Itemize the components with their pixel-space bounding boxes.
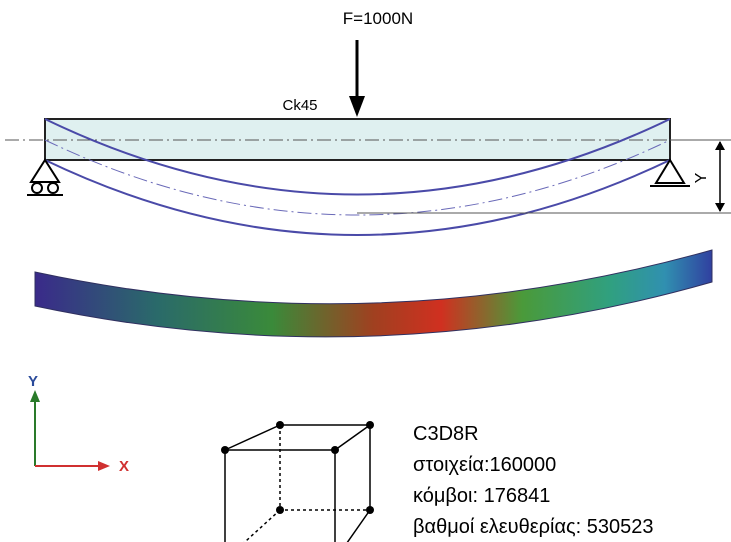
deflected-bottom	[45, 160, 670, 235]
material-label: Ck45	[282, 97, 317, 114]
diagram: F=1000N Ck45 Y Y X C3D8R	[0, 0, 731, 542]
force-label: F=1000N	[343, 9, 413, 28]
fem-beam	[35, 250, 712, 337]
force-arrow-head	[349, 96, 365, 117]
x-axis-label: X	[119, 458, 129, 475]
element-count: στοιχεία:160000	[413, 454, 556, 476]
y-axis-label: Y	[28, 373, 38, 390]
hex-element	[221, 421, 374, 542]
node-count: κόμβοι: 176841	[413, 485, 550, 507]
x-axis-arrow-head	[98, 461, 110, 471]
deflection-label: Y	[693, 172, 710, 183]
right-support	[650, 160, 690, 186]
dof-count: βαθμοί ελευθερίας: 530523	[413, 516, 654, 538]
element-type: C3D8R	[413, 423, 479, 445]
y-axis-arrow-head	[30, 390, 40, 402]
page: F=1000N Ck45 Y Y X C3D8R	[0, 0, 731, 542]
